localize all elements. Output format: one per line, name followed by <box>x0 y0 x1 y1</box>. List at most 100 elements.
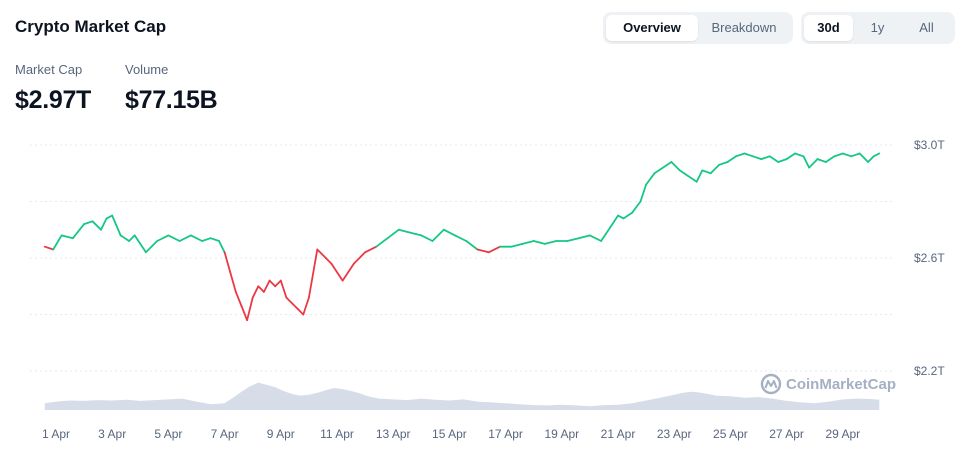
tab-overview[interactable]: Overview <box>606 15 698 41</box>
price-line-segment <box>841 152 853 158</box>
x-tick-label: 21 Apr <box>601 427 636 441</box>
price-line-segment <box>867 155 875 163</box>
price-line-segment <box>858 152 869 163</box>
price-line-segment <box>760 155 771 161</box>
price-line-segment <box>420 234 434 242</box>
price-line-segment <box>802 155 810 169</box>
price-line-segment <box>178 234 192 242</box>
range-1y-button[interactable]: 1y <box>870 20 885 35</box>
price-line-segment <box>589 234 602 242</box>
price-line-segment <box>352 251 367 265</box>
x-tick-label: 15 Apr <box>432 427 467 441</box>
price-line-segment <box>223 251 232 274</box>
price-line-segment <box>566 237 580 242</box>
range-30d-button[interactable]: 30d <box>804 15 853 41</box>
price-line-segment <box>726 155 737 163</box>
price-line-segment <box>639 183 647 203</box>
price-line-segment <box>825 155 836 163</box>
market-cap-stat: Market Cap $2.97T <box>15 62 91 115</box>
price-line-segment <box>279 279 288 299</box>
price-line-segment <box>653 166 664 175</box>
price-line-segment <box>718 161 729 166</box>
tab-breakdown[interactable]: Breakdown <box>711 20 777 35</box>
price-line-segment <box>521 240 535 245</box>
price-line-segment <box>487 245 501 254</box>
price-line-segment <box>100 217 108 231</box>
price-line-segment <box>91 220 102 231</box>
volume-area <box>44 382 880 410</box>
price-line-segment <box>330 262 344 282</box>
price-line-segment <box>768 155 780 163</box>
volume-value: $77.15B <box>125 86 218 114</box>
price-line-segment <box>743 152 754 158</box>
x-tick-label: 3 Apr <box>98 427 126 441</box>
price-line-segment <box>234 290 243 307</box>
price-line-segment <box>119 234 131 242</box>
price-line-segment <box>850 152 861 158</box>
price-line-segment <box>144 240 159 254</box>
volume-stat: Volume $77.15B <box>125 62 218 115</box>
coinmarketcap-logo-icon <box>760 373 782 395</box>
x-tick-label: 11 Apr <box>320 427 354 441</box>
range-all-button[interactable]: All <box>919 20 934 35</box>
price-line-segment <box>229 271 237 293</box>
y-tick-label: $2.2T <box>914 364 945 378</box>
price-line-segment <box>240 305 249 322</box>
y-axis: $3.0T $2.6T $2.2T <box>914 138 945 378</box>
view-toggle: Overview Breakdown <box>603 12 793 44</box>
x-tick-label: 23 Apr <box>657 427 692 441</box>
x-tick-label: 13 Apr <box>376 427 411 441</box>
price-line-segment <box>302 296 310 316</box>
price-line-segment <box>431 228 445 242</box>
price-line-segment <box>476 248 490 254</box>
price-line-segment <box>60 234 74 240</box>
price-line-segment <box>510 242 524 248</box>
price-line-segment <box>785 152 796 161</box>
price-line-segment <box>678 169 690 178</box>
price-line-segment <box>128 234 136 242</box>
price-line-segment <box>872 152 881 158</box>
watermark: CoinMarketCap <box>760 373 896 395</box>
price-line-segment <box>662 161 673 169</box>
price-line-segment <box>246 296 254 322</box>
price-line-segment <box>209 237 220 242</box>
price-line-segment <box>341 262 355 282</box>
price-line[interactable] <box>43 152 881 322</box>
price-line-segment <box>257 285 265 293</box>
price-line-segment <box>611 214 619 226</box>
price-line-segment <box>631 200 642 214</box>
price-line-segment <box>808 158 819 169</box>
price-line-segment <box>386 228 400 240</box>
price-line-segment <box>532 240 546 245</box>
price-line-segment <box>324 257 333 265</box>
price-line-segment <box>577 234 591 240</box>
price-line-segment <box>111 214 122 237</box>
price-line-segment <box>274 279 282 288</box>
price-line-segment <box>375 237 389 248</box>
price-line-segment <box>251 285 260 299</box>
price-line-segment <box>670 161 681 172</box>
price-line-segment <box>617 214 625 220</box>
price-line-segment <box>105 214 114 220</box>
price-line-segment <box>701 169 712 175</box>
price-line-segment <box>454 234 468 242</box>
price-line-segment <box>291 302 299 310</box>
volume-label: Volume <box>125 62 169 77</box>
y-tick-label: $2.6T <box>914 251 945 265</box>
price-line-segment <box>544 240 558 245</box>
x-tick-label: 5 Apr <box>154 427 182 441</box>
price-line-segment <box>133 234 147 254</box>
price-line-segment <box>709 163 721 175</box>
price-line-segment <box>695 169 704 183</box>
price-line-segment <box>316 248 327 259</box>
x-tick-label: 27 Apr <box>769 427 804 441</box>
price-line-segment <box>442 228 456 237</box>
price-line-segment <box>218 240 226 254</box>
price-line-segment <box>307 248 319 299</box>
watermark-text: CoinMarketCap <box>786 376 896 393</box>
market-cap-label: Market Cap <box>15 62 83 77</box>
price-line-segment <box>833 152 844 158</box>
x-tick-label: 25 Apr <box>713 427 748 441</box>
x-tick-label: 17 Apr <box>488 427 523 441</box>
